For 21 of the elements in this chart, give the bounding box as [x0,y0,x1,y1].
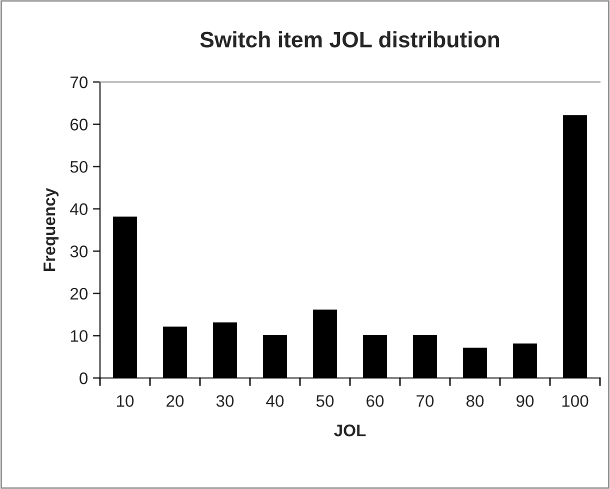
x-tick-label: 20 [166,395,184,407]
x-tick-label: 60 [366,395,384,407]
y-tick-label: 30 [70,246,88,258]
x-tick-label: 100 [562,395,588,407]
x-axis-title: JOL [334,424,366,436]
x-tick-label: 30 [216,395,234,407]
y-tick-label: 50 [70,160,88,173]
y-tick-label: 40 [70,203,88,216]
x-tick-label: 10 [117,395,134,407]
y-tick-label: 20 [70,288,88,300]
x-tick-label: 40 [266,395,284,407]
x-tick-label: 80 [466,395,484,407]
y-axis-title: Frequency [44,188,59,272]
x-tick-label: 70 [416,395,434,407]
y-tick-label: 60 [70,118,88,130]
x-tick-label: 50 [316,395,334,407]
x-tick-label: 90 [516,395,534,407]
chart-title: Switch item JOL distribution [200,31,500,48]
y-tick-label: 70 [70,76,88,88]
y-tick-label: 0 [80,372,88,384]
y-tick-label: 10 [70,330,88,342]
